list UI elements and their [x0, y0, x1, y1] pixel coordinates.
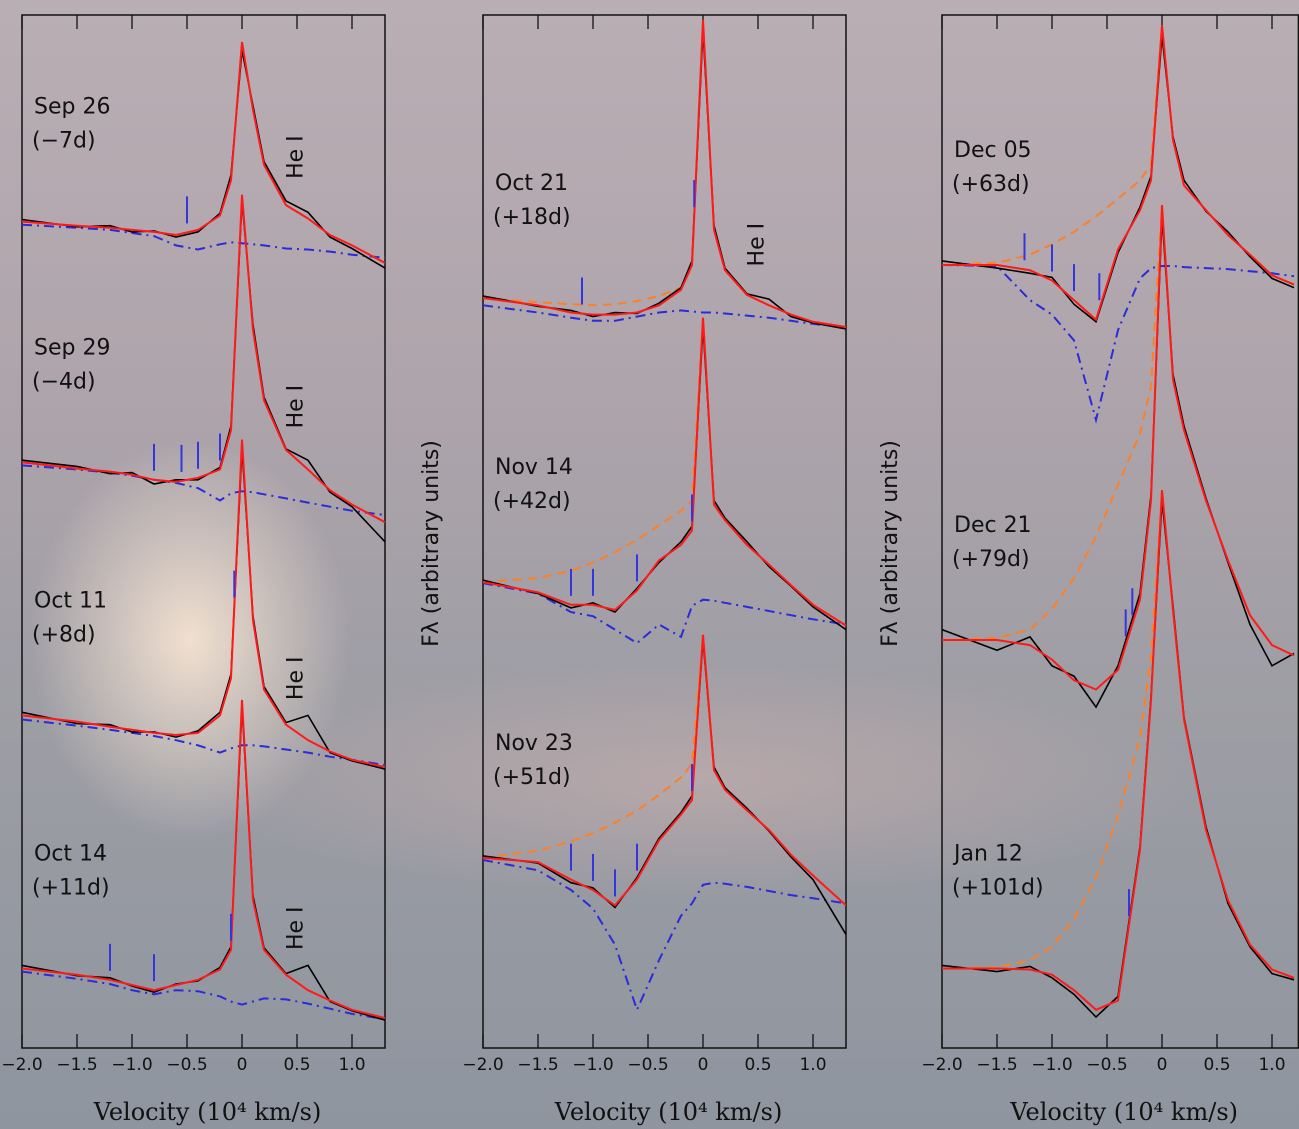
y-axis-label: Fλ (arbitrary units) — [419, 440, 444, 647]
x-axis-label: Velocity (10⁴ km/s) — [554, 1098, 783, 1126]
x-tick-label: −1.5 — [517, 1055, 558, 1075]
line-id-label: He I — [745, 223, 770, 267]
epoch-phase: (+79d) — [952, 547, 1030, 572]
x-tick-label: −1.0 — [572, 1055, 613, 1075]
epoch-date: Sep 26 — [34, 95, 110, 120]
spectrum-line — [483, 20, 846, 328]
spectrum-line — [942, 500, 1295, 1019]
plot-frame — [21, 14, 386, 1049]
epoch-date: Oct 21 — [495, 171, 568, 196]
x-tick-label: −2.0 — [462, 1055, 503, 1075]
spectrum-line — [942, 264, 1295, 424]
epoch-date: Nov 14 — [495, 455, 573, 480]
x-axis-label: Velocity (10⁴ km/s) — [1009, 1098, 1238, 1126]
spectrum-line — [483, 634, 846, 907]
spectrum-line — [483, 859, 846, 1013]
epoch-date: Jan 12 — [952, 841, 1023, 866]
epoch-phase: (−7d) — [32, 129, 96, 154]
spectrum-line — [942, 205, 1295, 657]
spectrum-line — [483, 304, 846, 328]
x-tick-label: −1.0 — [1031, 1055, 1072, 1075]
epoch-date: Nov 23 — [495, 731, 573, 756]
epoch-phase: (+63d) — [952, 172, 1030, 197]
x-tick-label: 0 — [237, 1055, 248, 1075]
line-id-label: He I — [284, 385, 309, 429]
epoch-phase: (+101d) — [952, 875, 1044, 900]
spectrum-line — [22, 223, 385, 259]
x-tick-label: 1.0 — [799, 1055, 826, 1075]
panel: −2.0 −1.5 −1.0 −0.5 0 0.5 1.0 Velocity (10⁴ km/… — [878, 14, 1299, 1126]
epoch-phase: (+18d) — [493, 205, 571, 230]
spectrum-line — [483, 317, 846, 627]
spectrum-line — [22, 699, 385, 1019]
panel: −2.0 −1.5 −1.0 −0.5 0 0.5 1.0 Velocity (10⁴ km/… — [1, 14, 386, 1126]
epoch-date: Oct 11 — [34, 588, 107, 613]
epoch-phase: (+51d) — [493, 765, 571, 790]
x-tick-label: −0.5 — [166, 1055, 207, 1075]
x-tick-label: −0.5 — [627, 1055, 668, 1075]
spectrum-line — [942, 490, 1295, 1011]
line-id-label: He I — [284, 657, 309, 701]
spectrum-line — [942, 205, 1295, 691]
epoch-date: Dec 21 — [954, 513, 1032, 538]
x-tick-label: −2.0 — [1, 1055, 42, 1075]
x-tick-label: 0.5 — [1203, 1055, 1230, 1075]
x-tick-label: 0 — [698, 1055, 709, 1075]
spectrum-line — [942, 216, 1295, 709]
epoch-phase: (+42d) — [493, 489, 571, 514]
x-tick-label: −1.5 — [56, 1055, 97, 1075]
epoch-date: Dec 05 — [954, 138, 1032, 163]
x-axis-label: Velocity (10⁴ km/s) — [93, 1098, 322, 1126]
x-tick-label: −1.0 — [111, 1055, 152, 1075]
y-axis-label: Fλ (arbitrary units) — [878, 440, 903, 647]
x-tick-label: −2.0 — [921, 1055, 962, 1075]
epoch-phase: (+11d) — [32, 875, 110, 900]
spectrum-line — [942, 25, 1295, 322]
line-id-label: He I — [284, 906, 309, 950]
spectrum-line — [22, 718, 385, 766]
line-id-label: He I — [284, 135, 309, 179]
epoch-phase: (−4d) — [32, 369, 96, 394]
x-tick-label: 1.0 — [1258, 1055, 1285, 1075]
epoch-phase: (+8d) — [32, 622, 96, 647]
x-tick-label: −0.5 — [1086, 1055, 1127, 1075]
spectrum-line — [22, 439, 385, 768]
epoch-date: Oct 14 — [34, 841, 107, 866]
plot-frame — [482, 14, 847, 1049]
spectrum-line — [22, 41, 385, 264]
x-tick-label: 0.5 — [283, 1055, 310, 1075]
panel: −2.0 −1.5 −1.0 −0.5 0 0.5 1.0 Velocity (10⁴ km/… — [419, 14, 847, 1126]
x-tick-label: 0 — [1157, 1055, 1168, 1075]
spectrum-line — [22, 970, 385, 1021]
spectrum-line — [22, 194, 385, 524]
plot-frame — [941, 14, 1299, 1049]
x-tick-label: 1.0 — [338, 1055, 365, 1075]
x-tick-label: −1.5 — [976, 1055, 1017, 1075]
x-tick-label: 0.5 — [744, 1055, 771, 1075]
epoch-date: Sep 29 — [34, 335, 110, 360]
